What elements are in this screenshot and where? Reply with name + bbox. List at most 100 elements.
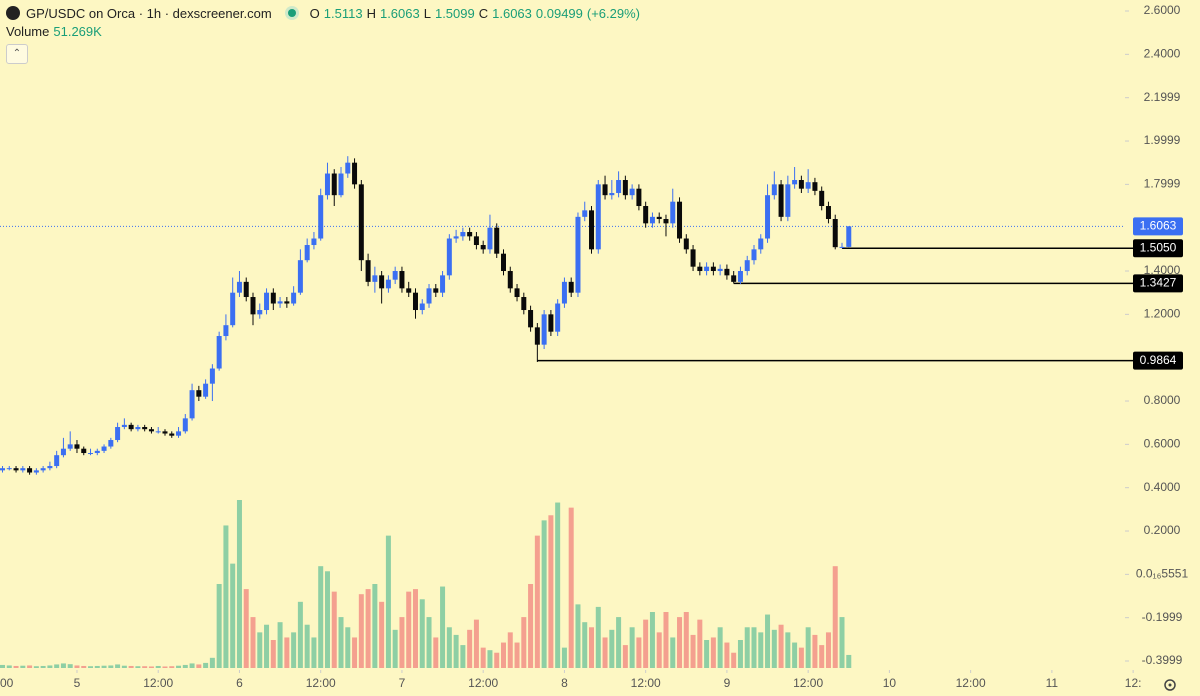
x-tick-label: 00 [0,676,14,690]
candle-body [6,468,12,470]
level-label: 0.9864 [1140,353,1177,367]
volume-bar [812,634,818,668]
y-tick-label: 0.4000 [1144,480,1181,494]
level-label: 1.3427 [1140,276,1177,290]
volume-bar [284,637,290,668]
high-value: 1.6063 [379,5,420,21]
volume-bar [663,612,669,668]
candle-body [243,281,249,298]
volume-bar [514,642,520,668]
volume-bar [6,665,12,668]
candle-body [358,184,364,261]
candle-body [453,236,459,239]
y-tick-label: 0.6000 [1144,437,1181,451]
volume-bar [406,591,412,668]
candle-body [33,470,39,473]
volume-bar [500,642,506,668]
candle-body [589,210,595,250]
volume-bar [291,632,297,668]
y-tick-label: -0.1999 [1142,610,1183,624]
candle-body [392,271,398,280]
candle-body [88,453,94,455]
settings-icon-center [1168,683,1172,687]
candle-body [148,429,154,432]
y-tick-label: 1.9999 [1144,133,1181,147]
y-tick-label: 0.2000 [1144,523,1181,537]
volume-bar [392,629,398,668]
candle-body [507,271,513,289]
open-value: 1.5113 [323,5,363,21]
volume-bar [20,665,26,668]
candle-body [297,260,303,293]
candle-body [189,390,195,419]
volume-bar [358,594,364,668]
candle-body [264,292,270,311]
candle-body [819,190,825,207]
volume-bar [54,664,60,668]
volume-bar [27,665,33,668]
volume-bar [209,657,215,668]
candle-body [318,195,324,239]
candle-body [365,260,371,282]
volume-bar [792,642,798,668]
candle-body [277,301,283,304]
volume-bar [731,652,737,668]
candle-body [182,418,188,432]
volume-bar [13,665,19,668]
candle-body [677,201,683,239]
volume-bar [155,665,161,668]
volume-bar [487,650,493,668]
candle-body [284,301,290,304]
candle-body [128,424,134,430]
volume-bar [0,664,6,668]
ohlc-letter: O [309,5,320,21]
candle-body [798,180,804,189]
candle-body [839,246,845,248]
volume-bar [121,665,127,668]
volume-bar [521,617,527,668]
status-dot [287,9,296,17]
candle-body [480,245,486,250]
volume-bar [609,629,615,668]
candle-body [216,336,222,369]
candle-body [40,468,46,471]
candle-body [825,206,831,220]
volume-value: 51.269K [53,23,102,39]
volume-bar [575,604,581,668]
x-tick-label: 12:00 [306,676,336,690]
plot-area [0,156,1133,668]
candle-body [575,216,581,293]
volume-bar [846,654,852,668]
x-tick-label: 10 [883,676,897,690]
volume-bar [250,617,256,668]
volume-bar [643,619,649,668]
volume-bar [656,632,662,668]
candle-body [500,253,506,272]
candle-body [155,431,161,433]
collapse-button[interactable]: ⌃ [6,44,28,64]
x-tick-label: 5 [74,676,81,690]
volume-bar [196,664,202,668]
volume-bar [162,666,168,668]
candle-body [352,162,358,185]
x-tick-label: 12:00 [631,676,661,690]
y-tick-label: -0.3999 [1142,653,1183,667]
candle-body [304,245,310,261]
volume-bar [257,632,263,668]
volume-bar [710,637,716,668]
candle-body [169,433,175,436]
volume-bar [704,640,710,668]
candle-body [785,184,791,217]
candle-body [487,227,493,250]
volume-bar [555,502,561,668]
volume-bar [385,535,391,668]
volume-bar [60,663,66,668]
volume-bar [568,507,574,668]
candle-body [744,260,750,272]
candle-body [636,188,642,207]
volume-bar [223,525,229,668]
candle-body [446,238,452,276]
volume-bar [94,665,100,668]
volume-bar [616,617,622,668]
candle-body [656,216,662,220]
